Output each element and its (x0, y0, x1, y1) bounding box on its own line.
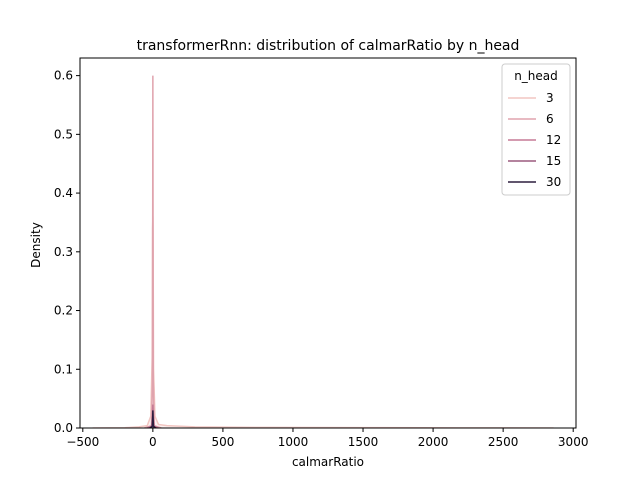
legend-label-12: 12 (546, 133, 561, 147)
legend-label-30: 30 (546, 175, 561, 189)
x-tick-label: 0 (149, 435, 157, 449)
x-tick-label: −500 (66, 435, 99, 449)
series-line-30 (149, 410, 157, 428)
legend-title: n_head (514, 69, 558, 83)
legend-label-15: 15 (546, 154, 561, 168)
y-tick-label: 0.6 (54, 69, 73, 83)
y-axis-label: Density (29, 222, 43, 268)
legend: n_head 3 6 12 15 30 (501, 63, 571, 196)
x-tick-label: 3000 (558, 435, 589, 449)
x-tick-label: 2000 (418, 435, 449, 449)
x-tick-label: 1000 (278, 435, 309, 449)
x-axis-label: calmarRatio (292, 455, 364, 469)
axes-layer: −500 0 500 1000 1500 2000 2500 3000 0.0 0.1 0.2 0.3… (54, 57, 589, 449)
series-line-3 (92, 216, 554, 428)
series-layer (92, 75, 554, 428)
x-tick-label: 500 (211, 435, 234, 449)
legend-box (501, 63, 571, 196)
plot-frame (79, 57, 577, 429)
y-tick-label: 0.0 (54, 421, 73, 435)
x-tick-label: 2500 (488, 435, 519, 449)
x-tick-label: 1500 (348, 435, 379, 449)
y-tick-label: 0.5 (54, 127, 73, 141)
legend-label-3: 3 (546, 91, 554, 105)
y-tick-label: 0.2 (54, 304, 73, 318)
chart-title: transformerRnn: distribution of calmarRa… (137, 38, 520, 54)
y-tick-label: 0.1 (54, 362, 73, 376)
series-line-6 (144, 75, 162, 428)
y-tick-label: 0.4 (54, 186, 73, 200)
y-tick-label: 0.3 (54, 245, 73, 259)
series-area-3 (92, 216, 554, 428)
legend-label-6: 6 (546, 112, 554, 126)
